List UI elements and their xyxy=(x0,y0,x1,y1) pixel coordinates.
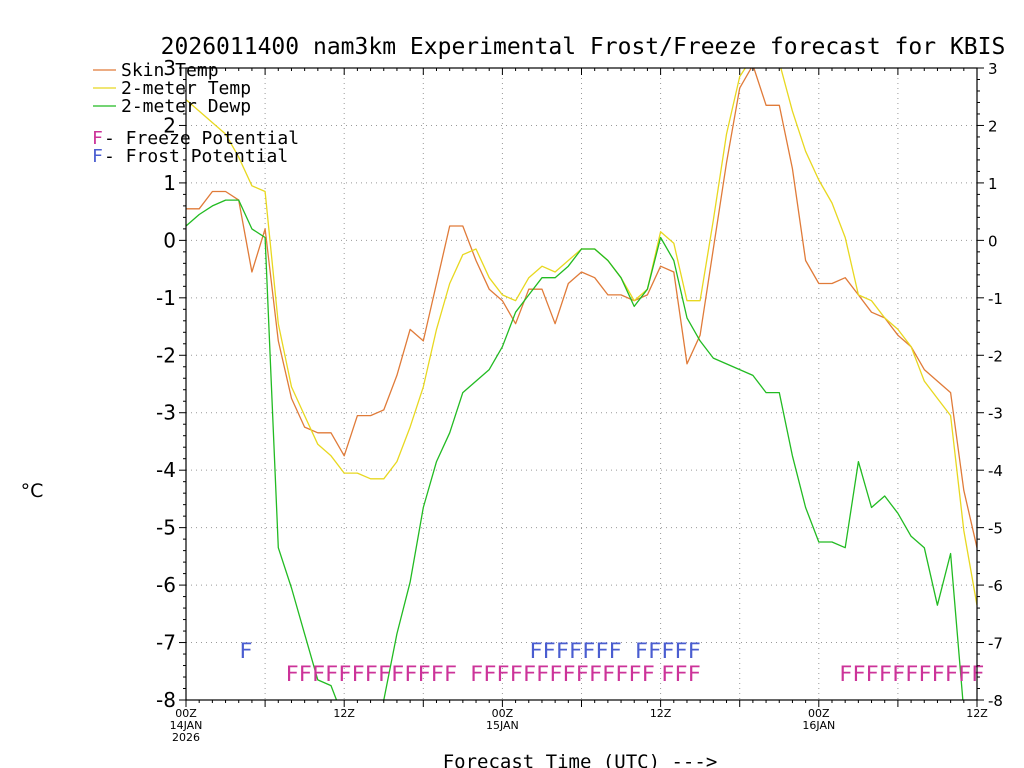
x-tick-label: 12Z xyxy=(650,707,672,720)
series-line-skin-temp xyxy=(186,68,977,548)
x-tick-label: 2026 xyxy=(172,731,200,744)
potential-marker-frost: FFFFF xyxy=(635,639,701,663)
legend-potential-label: - Frost Potential xyxy=(104,146,288,167)
plot-frame xyxy=(185,67,978,701)
x-tick-label: 00Z xyxy=(175,707,197,720)
x-tick-label: 00Z xyxy=(808,707,830,720)
x-axis-label: Forecast Time (UTC) ---> xyxy=(443,751,718,768)
y-tick-label-right: -3 xyxy=(988,405,1003,423)
y-tick-label-right: -7 xyxy=(988,635,1003,653)
y-tick-label-left: -4 xyxy=(156,458,176,482)
y-tick-label-left: 3 xyxy=(163,56,176,80)
potential-marker-freeze: FFFFFFFFFFF xyxy=(839,662,984,686)
potential-marker-freeze: FFFFFFFFFFFFFF xyxy=(470,662,655,686)
potential-marker-freeze: FFF xyxy=(661,662,701,686)
x-tick-label: 14JAN xyxy=(170,719,203,732)
series-line-2-meter-dewp xyxy=(186,199,964,700)
legend-potential-label: - Freeze Potential xyxy=(104,128,299,149)
legend-label: 2-meter Temp xyxy=(121,78,251,99)
y-tick-label-right: -8 xyxy=(988,692,1003,710)
y-tick-label-right: -6 xyxy=(988,577,1003,595)
x-tick-label: 15JAN xyxy=(486,719,519,732)
y-axis-label: °C xyxy=(21,480,44,502)
y-tick-label-right: 2 xyxy=(988,117,998,135)
potential-marker-frost: FFFFFFF xyxy=(529,639,621,663)
x-tick-label: 12Z xyxy=(333,707,355,720)
y-tick-label-left: 2 xyxy=(163,113,176,137)
y-axis-ticks: -8 -8 -7 -7 -6 -6 -5 -5 -4 -4 -3 -3 -2 -2 -1 -1 0 0 1 1 2 2 3 3 xyxy=(156,56,1003,712)
y-tick-label-right: -4 xyxy=(988,462,1003,480)
y-tick-label-left: 1 xyxy=(163,171,176,195)
y-tick-label-right: 0 xyxy=(988,232,998,250)
y-tick-label-right: -1 xyxy=(988,290,1003,308)
x-tick-label: 16JAN xyxy=(802,719,835,732)
y-tick-label-right: 1 xyxy=(988,175,998,193)
y-tick-label-left: -8 xyxy=(156,688,176,712)
x-tick-label: 00Z xyxy=(492,707,514,720)
legend-label: 2-meter Dewp xyxy=(121,96,251,117)
y-tick-label-right: -2 xyxy=(988,347,1003,365)
y-tick-label-left: 0 xyxy=(163,228,176,252)
chart-title: 2026011400 nam3km Experimental Frost/Fre… xyxy=(161,34,1006,60)
legend-label: Skin Temp xyxy=(121,60,219,81)
potential-marker-frost: F xyxy=(239,639,252,663)
legend-potential-letter: F xyxy=(92,146,103,167)
y-tick-label-left: -6 xyxy=(156,573,176,597)
y-tick-label-left: -1 xyxy=(156,286,176,310)
y-tick-label-left: -2 xyxy=(156,343,176,367)
y-tick-label-left: -3 xyxy=(156,401,176,425)
y-tick-label-left: -7 xyxy=(156,631,176,655)
potential-marker-freeze: FFFFFFFFFFFFF xyxy=(285,662,457,686)
y-tick-label-left: -5 xyxy=(156,516,176,540)
x-tick-label: 12Z xyxy=(966,707,988,720)
y-tick-label-right: -5 xyxy=(988,520,1003,538)
potential-markers: FFFFFFFFFFFFF FFFFFFFFFFFFFF FFF FFFFFFFFFF… xyxy=(239,639,984,686)
y-tick-label-right: 3 xyxy=(988,60,998,78)
grid-lines xyxy=(186,68,977,700)
legend-potential-letter: F xyxy=(92,128,103,149)
data-series xyxy=(186,68,977,700)
